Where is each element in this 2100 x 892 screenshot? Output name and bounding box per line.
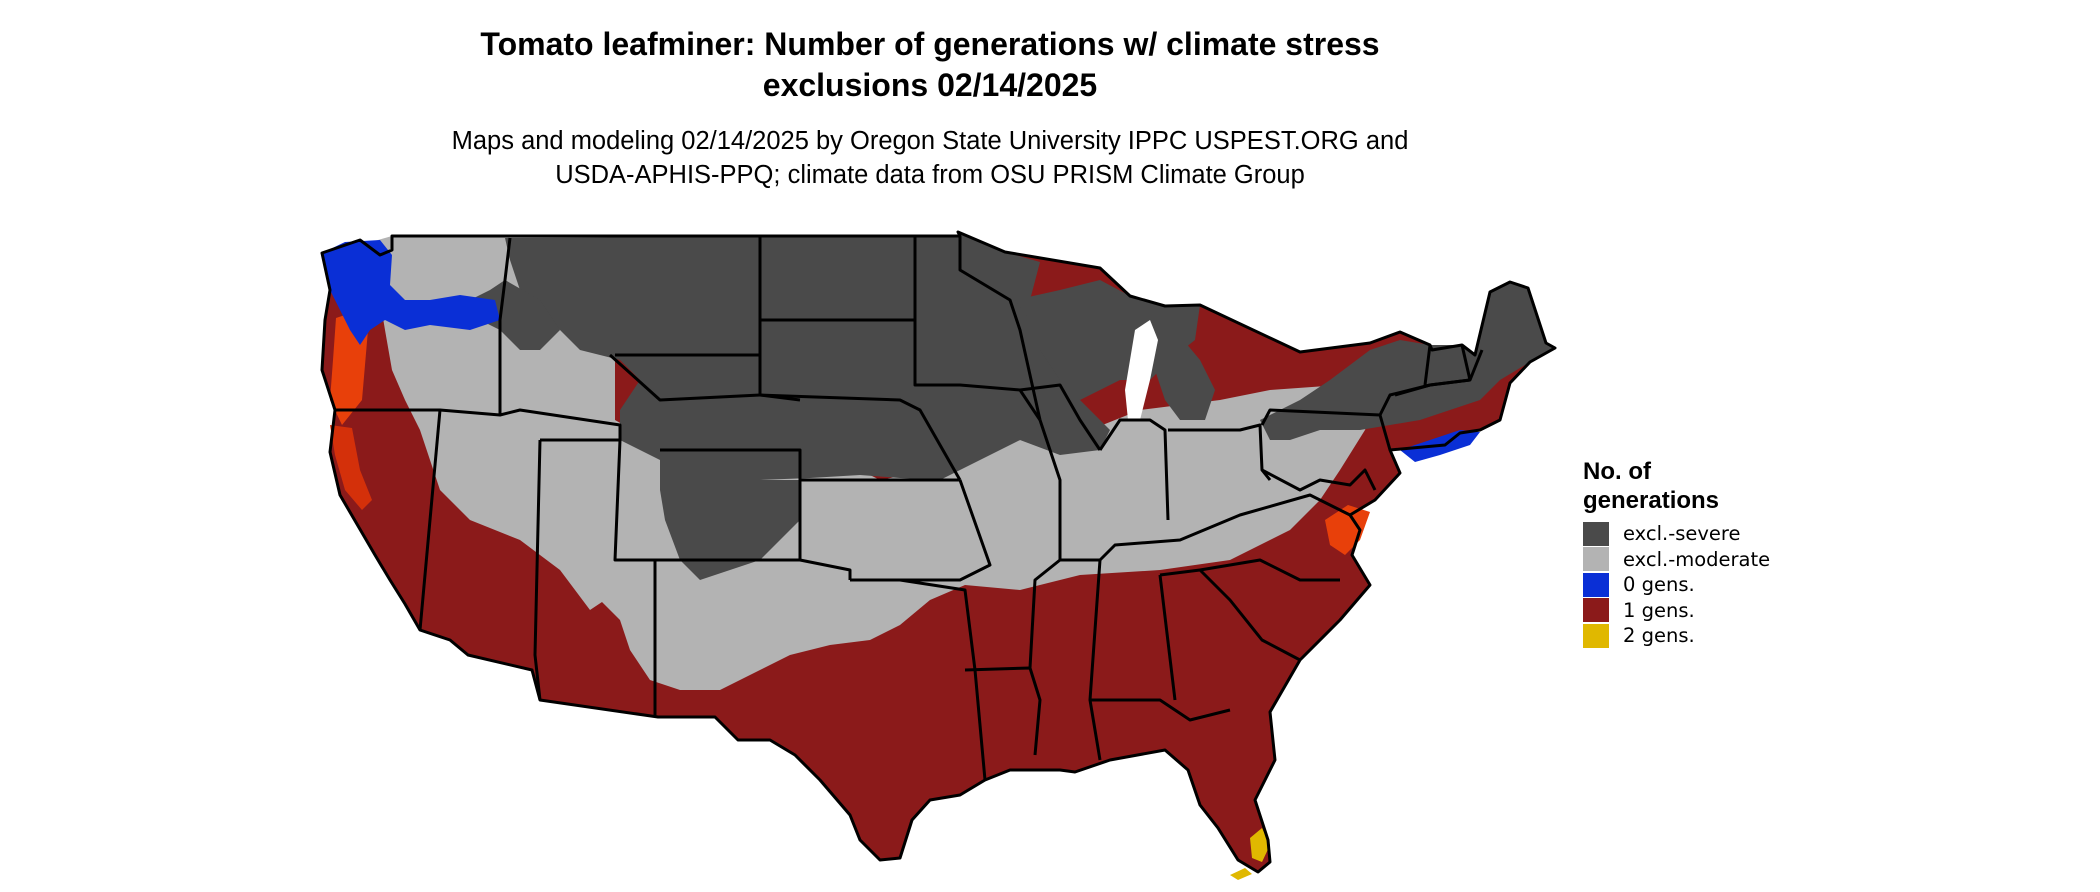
map-subtitle: Maps and modeling 02/14/2025 by Oregon S…	[0, 124, 1860, 192]
map-title: Tomato leafminer: Number of generations …	[0, 24, 1860, 106]
legend-swatch-1-gens	[1583, 598, 1609, 623]
legend-label-excl-severe: excl.-severe	[1623, 522, 1741, 546]
map-region-excl-severe-great-lakes	[1015, 280, 1200, 400]
map-title-line-1: Tomato leafminer: Number of generations …	[480, 26, 1380, 62]
legend-title-line-1: No. of	[1583, 458, 1651, 485]
legend-items: excl.-severe excl.-moderate 0 gens. 1 ge…	[1583, 521, 1770, 649]
map-region-excl-severe-colorado	[660, 450, 800, 580]
legend-swatch-excl-severe	[1583, 521, 1609, 546]
legend-title-line-2: generations	[1583, 487, 1720, 514]
legend-label-0-gens: 0 gens.	[1623, 573, 1695, 597]
map-region-excl-severe-northeast	[1260, 282, 1555, 440]
legend-label-1-gens: 1 gens.	[1623, 598, 1695, 622]
map-region-norcal-coast	[330, 425, 372, 510]
map-legend: No. of generations excl.-severe excl.-mo…	[1583, 457, 1770, 649]
legend-item-0-gens: 0 gens.	[1583, 572, 1770, 598]
legend-item-excl-moderate: excl.-moderate	[1583, 547, 1770, 573]
legend-item-excl-severe: excl.-severe	[1583, 521, 1770, 547]
lake-michigan	[1125, 320, 1158, 420]
map-region-excl-severe-michigan	[1150, 310, 1215, 420]
map-region-zero-gen-washington	[322, 240, 500, 345]
legend-item-1-gens: 1 gens.	[1583, 598, 1770, 624]
map-region-excl-severe-idaho	[470, 280, 560, 350]
map-region-two-gen-florida	[1230, 828, 1270, 880]
legend-item-2-gens: 2 gens.	[1583, 623, 1770, 649]
legend-swatch-0-gens	[1583, 572, 1609, 597]
map-region-mid-atlantic-hot	[1325, 505, 1370, 555]
map-title-line-2: exclusions 02/14/2025	[762, 67, 1098, 103]
legend-label-2-gens: 2 gens.	[1623, 624, 1695, 648]
us-map	[320, 230, 1557, 880]
map-region-excl-severe-great-plains	[505, 232, 1110, 490]
state-borders	[320, 230, 1557, 874]
map-subtitle-line-2: USDA-APHIS-PPQ; climate data from OSU PR…	[555, 161, 1305, 189]
legend-swatch-excl-moderate	[1583, 547, 1609, 572]
legend-swatch-2-gens	[1583, 623, 1609, 648]
map-subtitle-line-1: Maps and modeling 02/14/2025 by Oregon S…	[451, 127, 1409, 155]
legend-label-excl-moderate: excl.-moderate	[1623, 547, 1771, 571]
legend-title: No. of generations	[1583, 457, 1770, 515]
